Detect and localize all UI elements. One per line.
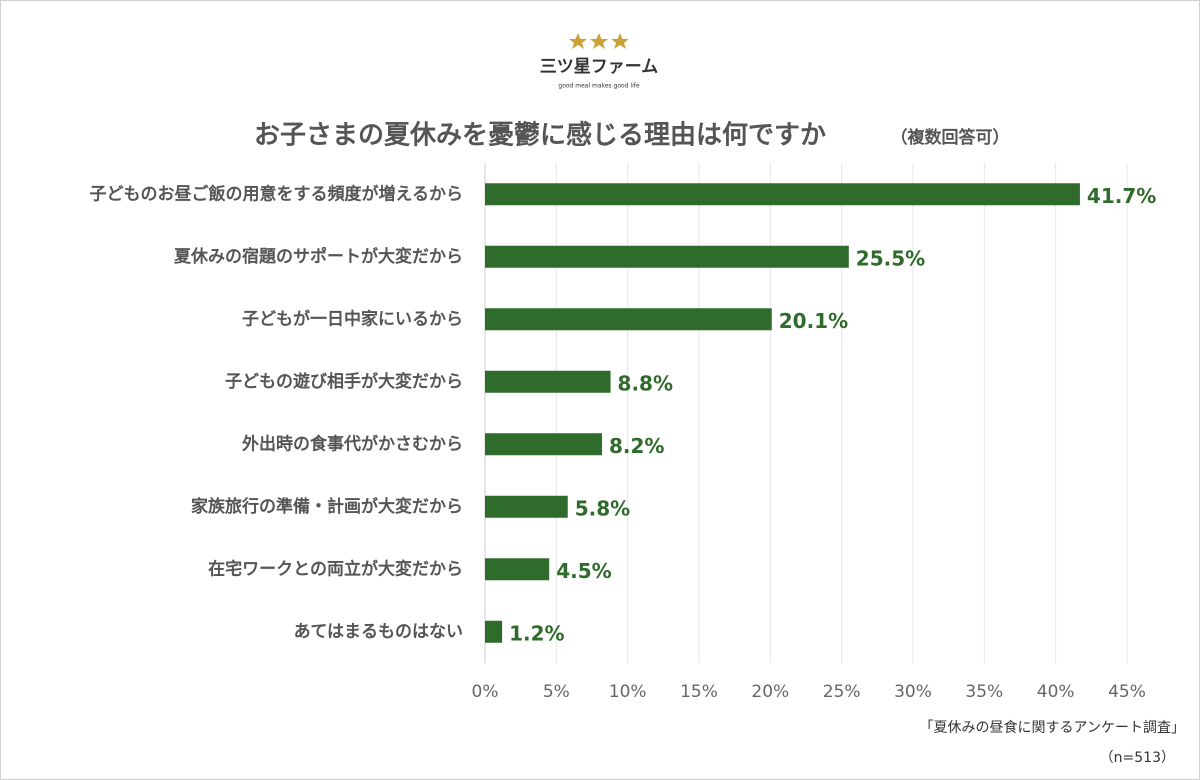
data-label: 4.5% (556, 559, 611, 583)
y-tick-label: 家族旅行の準備・計画が大変だから (191, 496, 463, 517)
chart-title: お子さまの夏休みを憂鬱に感じる理由は何ですか (254, 121, 826, 151)
y-tick-label: 子どもの遊び相手が大変だから (225, 371, 463, 392)
x-tick-label: 45% (1108, 682, 1146, 702)
data-label: 8.8% (618, 371, 673, 395)
logo-name: 三ツ星ファーム (540, 57, 659, 77)
y-tick-label: 子どものお昼ご飯の用意をする頻度が増えるから (90, 183, 464, 204)
bar (485, 183, 1080, 206)
bar (485, 245, 849, 268)
x-tick-label: 20% (751, 682, 789, 702)
y-tick-label: 子どもが一日中家にいるから (242, 308, 463, 329)
x-tick-label: 0% (472, 682, 499, 702)
chart-subtitle: （複数回答可） (891, 127, 1010, 148)
data-label: 1.2% (509, 621, 564, 645)
x-tick-label: 35% (965, 682, 1003, 702)
y-tick-label: 在宅ワークとの両立が大変だから (208, 558, 463, 579)
x-tick-label: 15% (680, 682, 718, 702)
data-label: 8.2% (609, 434, 664, 458)
y-tick-label: 外出時の食事代がかさむから (242, 433, 463, 454)
x-tick-label: 5% (543, 682, 570, 702)
logo-tagline: good meal makes good life (558, 83, 639, 90)
y-tick-label: 夏休みの宿題のサポートが大変だから (174, 246, 463, 267)
x-tick-label: 30% (894, 682, 932, 702)
bar (485, 308, 772, 331)
bar (485, 495, 568, 518)
data-label: 41.7% (1087, 184, 1156, 208)
bar (485, 370, 611, 393)
bar (485, 433, 602, 456)
data-label: 20.1% (779, 309, 848, 333)
bar (485, 620, 503, 643)
x-tick-label: 10% (609, 682, 647, 702)
x-tick-label: 25% (823, 682, 861, 702)
data-label: 5.8% (575, 496, 630, 520)
x-tick-label: 40% (1037, 682, 1075, 702)
source-sample: （n=513） (1100, 750, 1175, 766)
logo-stars (569, 33, 629, 49)
y-tick-label: あてはまるものはない (294, 622, 463, 642)
source-survey: 「夏休みの昼食に関するアンケート調査」 (920, 719, 1185, 736)
bar (485, 558, 550, 581)
data-label: 25.5% (856, 246, 925, 270)
